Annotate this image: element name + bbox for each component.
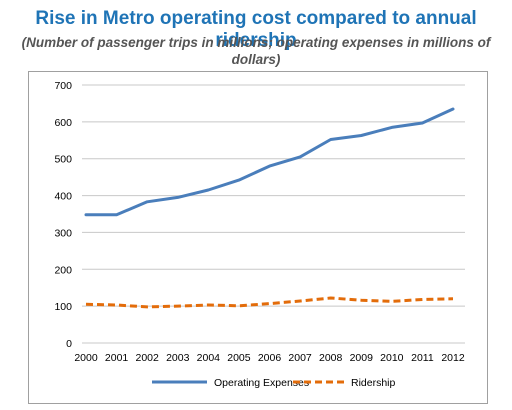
series-line-ridership — [85, 296, 454, 309]
x-tick-label: 2001 — [105, 352, 129, 364]
x-tick-label: 2003 — [166, 352, 190, 364]
y-tick-label: 0 — [66, 338, 72, 350]
legend: Operating Expenses Ridership — [152, 377, 396, 389]
y-tick-label: 300 — [54, 227, 72, 239]
gridlines — [82, 84, 465, 344]
x-tick-label: 2012 — [441, 352, 465, 364]
x-tick-label: 2000 — [74, 352, 98, 364]
x-tick-label: 2002 — [135, 352, 159, 364]
chart-frame — [28, 71, 488, 404]
y-tick-label: 400 — [54, 191, 72, 203]
x-tick-label: 2008 — [319, 352, 343, 364]
y-tick-label: 700 — [54, 80, 72, 92]
chart-title: Rise in Metro operating cost compared to… — [35, 8, 477, 51]
series-lines — [84, 107, 455, 309]
y-tick-label: 100 — [54, 301, 72, 313]
x-tick-label: 2009 — [350, 352, 374, 364]
x-axis-tick-labels: 2000 2001 2002 2003 2004 2005 2006 2007 2008 2009… — [74, 352, 465, 364]
chart-subtitle: (Number of passenger trips in millions; … — [21, 35, 491, 67]
y-tick-label: 600 — [54, 117, 72, 129]
x-tick-label: 2011 — [411, 352, 434, 364]
x-tick-label: 2010 — [380, 352, 404, 364]
legend-label: Operating Expenses — [214, 377, 309, 389]
y-axis-tick-labels: 0 100 200 300 400 500 600 700 — [54, 80, 72, 350]
x-tick-label: 2006 — [258, 352, 282, 364]
x-tick-label: 2005 — [227, 352, 251, 364]
legend-label: Ridership — [351, 377, 396, 389]
y-tick-label: 200 — [54, 264, 72, 276]
y-tick-label: 500 — [54, 154, 72, 166]
series-line-operating-expenses — [84, 107, 455, 217]
x-tick-label: 2004 — [197, 352, 221, 364]
x-tick-label: 2007 — [288, 352, 312, 364]
